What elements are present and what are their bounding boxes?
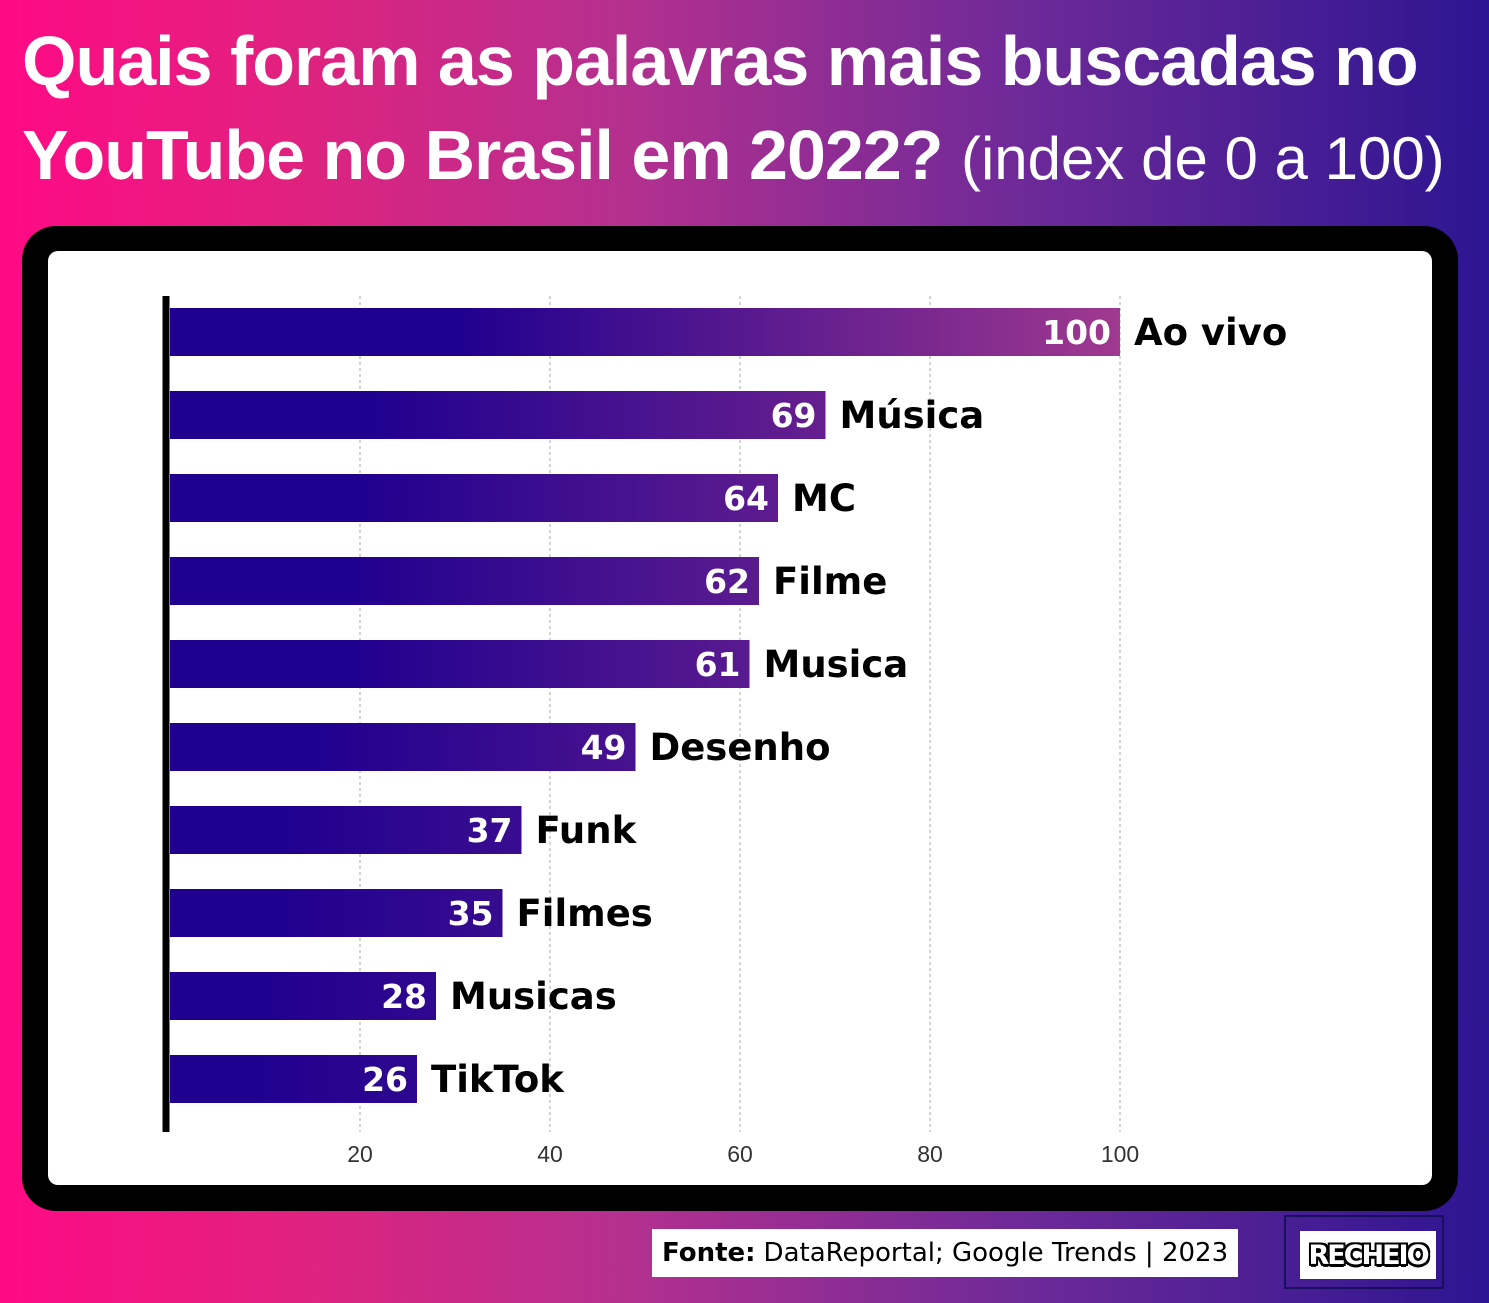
value-label-ao-vivo: 100: [1042, 313, 1111, 352]
category-label-filme: Filme: [773, 560, 887, 603]
bar-desenho: [170, 723, 636, 771]
value-label-tiktok: 26: [362, 1060, 408, 1099]
category-label-musicas: Musicas: [450, 975, 617, 1018]
title-main: Quais foram as palavras mais buscadas no…: [22, 22, 1419, 194]
value-label-filme: 62: [704, 562, 750, 601]
category-label-tiktok: TikTok: [431, 1058, 565, 1101]
chart-title: Quais foram as palavras mais buscadas no…: [22, 14, 1472, 206]
category-label-desenho: Desenho: [650, 726, 831, 769]
x-tick-label-40: 40: [537, 1141, 563, 1167]
x-tick-label-20: 20: [347, 1141, 373, 1167]
bar-filmes: [170, 889, 503, 937]
category-label-ao-vivo: Ao vivo: [1134, 311, 1287, 354]
source-footer: Fonte: DataReportal; Google Trends | 202…: [652, 1229, 1239, 1277]
value-label-musicas: 28: [381, 977, 427, 1016]
bar-filme: [170, 557, 759, 605]
category-label-filmes: Filmes: [517, 892, 653, 935]
category-label-musica: Musica: [764, 643, 909, 686]
category-label-mc: MC: [792, 477, 856, 520]
category-label-funk: Funk: [536, 809, 638, 852]
x-tick-label-80: 80: [917, 1141, 943, 1167]
bar-tiktok: [170, 1055, 417, 1103]
value-label-musica: 69: [771, 396, 817, 435]
source-label: Fonte:: [662, 1238, 756, 1268]
value-label-mc: 64: [723, 479, 769, 518]
brand-logo: RECHEIO: [1284, 1215, 1444, 1289]
logo-text: RECHEIO: [1300, 1231, 1436, 1279]
bar-musica: [170, 640, 750, 688]
x-tick-label-60: 60: [727, 1141, 753, 1167]
x-tick-label-100: 100: [1101, 1141, 1139, 1167]
bar-ao-vivo: [170, 308, 1120, 356]
value-label-filmes: 35: [448, 894, 494, 933]
category-label-musica: Música: [840, 394, 985, 437]
source-text: DataReportal; Google Trends | 2023: [763, 1238, 1229, 1268]
bar-funk: [170, 806, 522, 854]
bar-musica: [170, 391, 826, 439]
value-label-desenho: 49: [581, 728, 627, 767]
bar-musicas: [170, 972, 436, 1020]
value-label-funk: 37: [467, 811, 513, 850]
bar-mc: [170, 474, 778, 522]
title-subtitle: (index de 0 a 100): [961, 125, 1445, 192]
value-label-musica: 61: [695, 645, 741, 684]
